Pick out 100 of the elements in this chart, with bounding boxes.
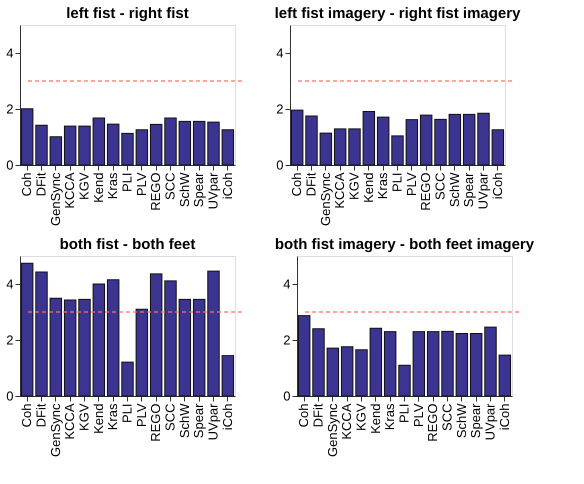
bar <box>348 128 361 166</box>
x-tick-label: SCC <box>432 172 448 200</box>
bar <box>384 331 396 396</box>
x-tick-label: iCoh <box>490 172 505 200</box>
bar <box>312 328 325 396</box>
x-tick-label: Spear <box>468 402 484 438</box>
bar <box>35 271 48 396</box>
bar <box>20 108 34 166</box>
x-tick-label: Kend <box>90 172 106 203</box>
y-tick-label: 2 <box>6 102 14 116</box>
bar <box>92 284 106 396</box>
x-tick-label: KGV <box>354 403 368 431</box>
x-tick-label: UVpar <box>206 172 220 210</box>
bar <box>492 129 504 166</box>
bar <box>64 299 76 396</box>
bar <box>136 308 148 396</box>
bar <box>362 111 376 166</box>
x-tick-label: Spear <box>191 172 206 208</box>
y-tick-label: 0 <box>276 158 284 172</box>
bar <box>376 116 390 166</box>
x-tick-label: Spear <box>461 172 476 208</box>
y-tick-label: 2 <box>283 332 290 348</box>
x-tick-label: iCoh <box>220 404 235 430</box>
x-tick-label: PLI <box>120 172 134 192</box>
x-tick-label: PLI <box>390 172 404 192</box>
x-tick-label: DFit <box>34 172 48 196</box>
x-tick-label: PLV <box>410 403 426 428</box>
bar <box>426 331 440 396</box>
bar <box>498 354 512 396</box>
bar <box>150 124 162 166</box>
x-tick-label: Coh <box>19 172 34 196</box>
bar <box>406 119 418 166</box>
bar <box>50 136 62 166</box>
bar <box>164 117 177 166</box>
bar <box>106 124 120 166</box>
x-tick-label: Kras <box>375 172 390 200</box>
bar <box>462 114 476 166</box>
bar <box>222 355 234 396</box>
x-tick-label: PLI <box>396 404 412 424</box>
x-tick-label: SCC <box>440 404 454 431</box>
x-tick-label: DFit <box>304 172 318 196</box>
x-tick-label: Coh <box>19 404 34 428</box>
x-tick-label: REGO <box>418 172 434 211</box>
x-tick-label: KGV <box>346 172 362 200</box>
x-tick-label: PLV <box>404 172 419 196</box>
x-tick-label: Kend <box>360 172 376 203</box>
x-tick-label: UVpar <box>476 172 490 210</box>
x-tick-label: REGO <box>425 404 440 442</box>
bar <box>470 333 482 396</box>
x-tick-label: REGO <box>148 404 164 442</box>
x-tick-label: PLV <box>134 403 149 428</box>
x-tick-label: Kend <box>368 404 383 434</box>
x-tick-label: KCCA <box>332 172 348 209</box>
x-tick-label: SCC <box>162 404 178 431</box>
y-tick-label: 0 <box>6 158 14 172</box>
bar <box>441 330 454 396</box>
x-tick-label: SchW <box>176 402 192 438</box>
x-tick-label: Kend <box>90 404 106 434</box>
bar <box>50 298 62 396</box>
y-tick-label: 4 <box>6 46 14 60</box>
x-tick-label: KCCA <box>62 172 78 209</box>
x-tick-label: DFit <box>310 403 326 428</box>
x-tick-label: SchW <box>454 402 469 438</box>
x-tick-label: Coh <box>296 404 312 428</box>
bar <box>121 132 134 166</box>
bar <box>35 124 48 166</box>
x-tick-label: PLI <box>120 404 134 424</box>
bar <box>20 262 34 396</box>
x-tick-label: GenSync <box>48 172 63 226</box>
x-tick-label: KCCA <box>339 403 354 440</box>
y-tick-label: 2 <box>6 332 14 348</box>
bar <box>305 116 318 166</box>
y-tick-label: 0 <box>283 388 290 404</box>
bar <box>340 346 354 396</box>
x-tick-label: KCCA <box>62 403 78 440</box>
x-tick-label: PLV <box>134 172 149 196</box>
bar <box>298 315 310 396</box>
x-tick-label: iCoh <box>496 404 512 430</box>
bar <box>434 118 447 166</box>
chart-title: both fist - both feet <box>60 236 196 253</box>
chart-title: left fist - right fist <box>66 5 189 22</box>
y-tick-label: 4 <box>6 276 14 292</box>
bar <box>326 348 340 396</box>
bar <box>78 298 91 396</box>
y-tick-label: 2 <box>276 102 284 116</box>
x-tick-label: UVpar <box>482 402 498 440</box>
bar <box>136 129 148 166</box>
bar <box>391 135 404 166</box>
x-tick-label: Kras <box>105 172 120 200</box>
y-tick-label: 4 <box>283 276 290 292</box>
bar <box>92 117 106 166</box>
bar <box>150 273 162 396</box>
bar <box>456 333 468 396</box>
bar <box>290 110 304 166</box>
bar <box>420 114 432 166</box>
x-tick-label: SchW <box>446 172 462 208</box>
bar <box>164 280 177 396</box>
x-tick-label: KGV <box>76 172 92 200</box>
bar <box>178 120 192 166</box>
bar <box>448 114 462 166</box>
